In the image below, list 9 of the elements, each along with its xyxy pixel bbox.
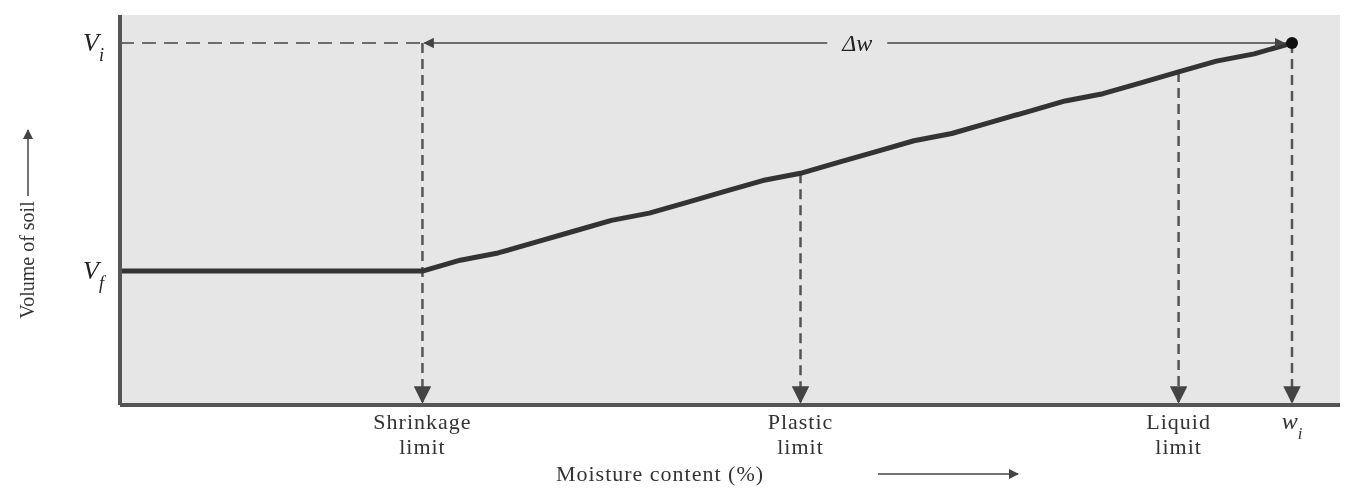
x-axis-title: Moisture content (%) (555, 461, 765, 486)
x-tick-label: Plastic limit (767, 409, 834, 459)
y-axis-title: Volume of soil (16, 200, 38, 319)
x-tick-label: Liquid limit (1146, 409, 1211, 459)
text: V$_{i}$ (83, 28, 104, 65)
annotation: Δw (841, 30, 873, 56)
text: V$_{f}$ (83, 256, 107, 294)
x-tick-label: Shrinkage limit (373, 409, 472, 459)
x-tick-label: w$_{i}$ (1281, 408, 1303, 443)
